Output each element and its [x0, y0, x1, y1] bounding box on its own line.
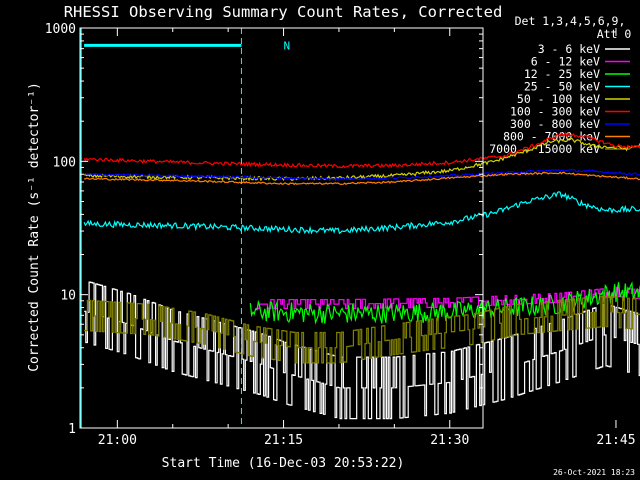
- series-line-7-0: [83, 171, 640, 186]
- legend-header-line2: Att 0: [597, 27, 632, 41]
- plot-area: NS: [80, 28, 640, 428]
- series-3: [83, 191, 640, 235]
- series-7: [83, 171, 640, 186]
- series-line-2-0: [249, 281, 640, 325]
- series-1: [255, 286, 640, 310]
- series-line-3-0: [83, 191, 640, 235]
- legend-label-4: 50 - 100 keV: [517, 92, 600, 106]
- series-line-8-0: [84, 295, 640, 364]
- series-line-6-0: [83, 168, 640, 181]
- legend-label-3: 25 - 50 keV: [524, 80, 600, 94]
- series-2: [249, 281, 640, 325]
- legend-label-5: 100 - 300 keV: [510, 105, 600, 119]
- annotation-0: N: [284, 39, 291, 52]
- axes: 21:0021:1521:3021:4522:0022:1522:3011010…: [45, 22, 636, 448]
- chart-title: RHESSI Observing Summary Count Rates, Co…: [64, 3, 503, 21]
- y-tick-label-0: 1: [68, 422, 76, 437]
- flag-night-0: [84, 28, 242, 428]
- x-tick-label-0: 21:00: [98, 433, 137, 448]
- y-tick-label-1: 10: [60, 289, 76, 304]
- legend-label-6: 300 - 800 keV: [510, 117, 600, 131]
- series-line-1-0: [255, 286, 640, 310]
- series-6: [83, 168, 640, 181]
- x-tick-label-2: 21:30: [430, 433, 469, 448]
- y-tick-label-2: 100: [53, 155, 76, 170]
- y-tick-label-3: 1000: [45, 22, 76, 37]
- x-tick-label-1: 21:15: [264, 433, 303, 448]
- legend-label-1: 6 - 12 keV: [531, 55, 600, 69]
- series-line-0-0: [84, 281, 640, 420]
- legend-label-0: 3 - 6 keV: [538, 42, 600, 56]
- series-0: [84, 281, 640, 420]
- series-5: [83, 131, 640, 169]
- series-line-5-0: [83, 131, 640, 169]
- legend-label-2: 12 - 25 keV: [524, 67, 600, 81]
- footer-timestamp: 26-Oct-2021 18:23: [553, 468, 635, 477]
- y-axis-label: Corrected Count Rate (s⁻¹ detector⁻¹): [27, 82, 42, 372]
- x-axis-label: Start Time (16-Dec-03 20:53:22): [162, 456, 405, 471]
- series-8: [84, 295, 640, 364]
- axes-frame: [79, 27, 484, 429]
- x-tick-label-3: 21:45: [596, 433, 635, 448]
- legend-header-line1: Det 1,3,4,5,6,9,: [515, 14, 626, 28]
